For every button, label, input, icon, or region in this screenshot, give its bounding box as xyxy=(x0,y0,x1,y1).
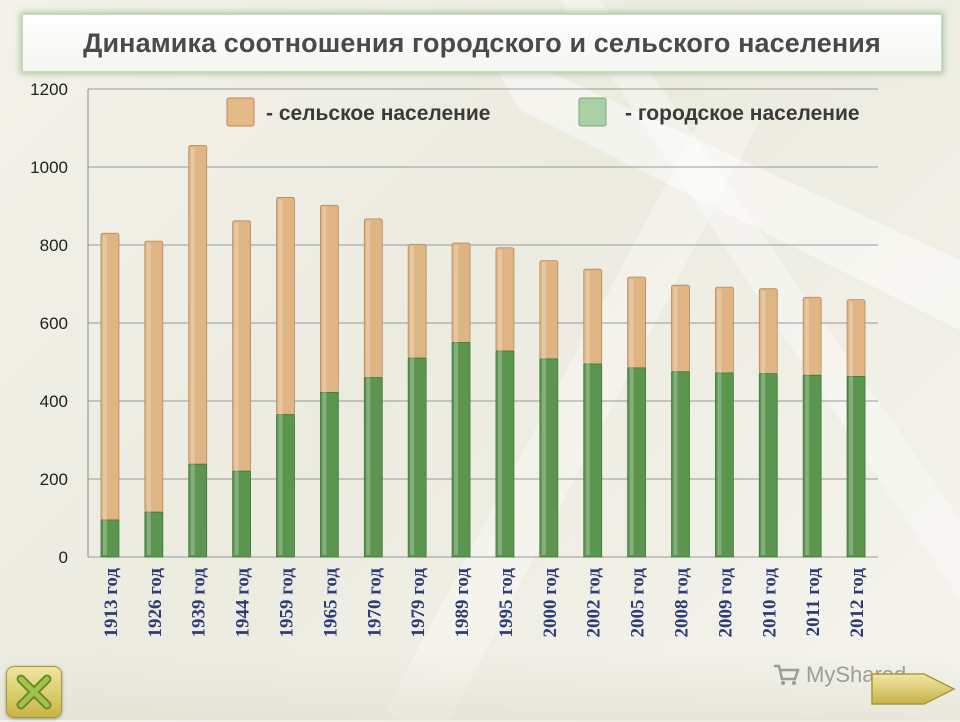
bar-highlight xyxy=(322,207,327,555)
bar-highlight xyxy=(366,220,371,555)
bar-highlight xyxy=(717,289,722,555)
title-box: Динамика соотношения городского и сельск… xyxy=(22,14,942,72)
bar-highlight xyxy=(278,199,283,556)
bar-urban xyxy=(319,392,339,558)
x-tick-label: 2005 год xyxy=(628,568,649,638)
legend-label-rural: - сельское население xyxy=(266,102,490,125)
next-button[interactable] xyxy=(868,664,958,714)
x-tick-label: 1959 год xyxy=(277,568,298,638)
bar-highlight xyxy=(410,246,415,555)
bar-urban xyxy=(846,376,866,558)
bar-urban xyxy=(144,511,164,558)
bar-highlight xyxy=(849,301,854,555)
legend-swatch-rural xyxy=(226,97,255,127)
bar-highlight xyxy=(541,262,546,555)
y-tick-label: 0 xyxy=(59,548,68,567)
x-tick-label: 1970 год xyxy=(364,568,385,638)
bar-highlight xyxy=(234,222,239,555)
y-tick-label: 1200 xyxy=(30,80,68,99)
shopping-cart-icon xyxy=(774,664,800,685)
bar-urban xyxy=(539,358,559,558)
y-tick-label: 400 xyxy=(40,392,68,411)
bar-highlight xyxy=(146,243,151,555)
bar-highlight xyxy=(454,245,459,556)
arrow-right-icon xyxy=(871,673,956,705)
bar-highlight xyxy=(102,235,107,556)
y-tick-label: 800 xyxy=(40,236,68,255)
x-tick-label: 2011 год xyxy=(803,568,824,637)
y-tick-label: 200 xyxy=(40,470,68,489)
bar-urban xyxy=(407,357,427,558)
x-tick-label: 1913 год xyxy=(101,568,122,638)
bar-urban xyxy=(802,374,822,558)
bar-urban xyxy=(714,372,734,558)
x-tick-label: 1965 год xyxy=(320,568,341,638)
bar-urban xyxy=(451,342,471,558)
bar-urban xyxy=(100,519,120,558)
x-tick-label: 2010 год xyxy=(759,568,780,638)
x-tick-label: 2009 год xyxy=(715,568,736,638)
bar-urban xyxy=(232,470,252,558)
bar-urban xyxy=(758,373,778,558)
bar-highlight xyxy=(805,299,810,555)
close-x-icon xyxy=(16,674,52,710)
bar-highlight xyxy=(585,271,590,555)
y-tick-label: 1000 xyxy=(30,158,68,177)
x-tick-label: 1939 год xyxy=(189,568,210,638)
bar-urban xyxy=(363,377,383,558)
bar-highlight xyxy=(629,278,634,555)
legend-swatch-urban xyxy=(578,97,607,127)
bar-urban xyxy=(276,414,295,558)
bar-urban xyxy=(495,350,515,558)
close-button[interactable] xyxy=(6,666,62,718)
x-tick-label: 1995 год xyxy=(496,568,517,638)
bar-highlight xyxy=(497,249,502,556)
x-tick-label: 2012 год xyxy=(847,568,868,638)
bar-urban xyxy=(188,463,208,558)
bar-highlight xyxy=(761,290,766,555)
y-tick-label: 600 xyxy=(40,314,68,333)
x-tick-label: 1989 год xyxy=(452,568,473,638)
bottom-bar xyxy=(0,652,960,720)
x-tick-label: 1926 год xyxy=(145,568,166,638)
page-title: Динамика соотношения городского и сельск… xyxy=(83,27,881,58)
bar-highlight xyxy=(190,147,195,556)
x-tick-label: 1944 год xyxy=(233,568,254,638)
x-tick-label: 2008 год xyxy=(672,568,693,638)
x-tick-label: 1979 год xyxy=(408,568,429,638)
bar-urban xyxy=(583,363,603,558)
bar-urban xyxy=(671,371,690,558)
bar-highlight xyxy=(673,287,678,555)
legend-label-urban: - городское население xyxy=(625,102,860,125)
x-tick-label: 2002 год xyxy=(584,568,605,638)
x-tick-label: 2000 год xyxy=(540,568,561,638)
bar-urban xyxy=(627,367,647,558)
